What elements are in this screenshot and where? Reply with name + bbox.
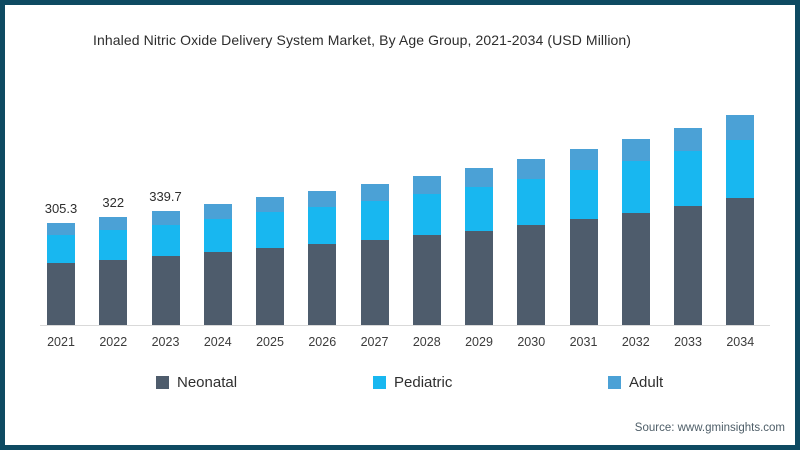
x-axis-label-2021: 2021 [47,335,75,349]
x-axis-label-2032: 2032 [621,335,650,349]
bar-2028 [412,176,441,325]
bar-segment-2025-adult [256,197,284,213]
bar-segment-2023-pediatric [151,224,180,257]
bar-segment-2022-adult [99,217,128,230]
bar-segment-2022-neonatal [99,260,128,325]
bar-segment-2027-pediatric [360,200,389,240]
bar-value-label-2022: 322 [102,195,125,211]
bar-segment-2027-neonatal [360,240,389,325]
x-axis-label-2033: 2033 [674,335,702,349]
x-axis-label-2034: 2034 [726,335,755,349]
bar-segment-2030-pediatric [517,179,546,226]
bar-segment-2031-pediatric [569,170,598,220]
bar-segment-2032-adult [621,138,650,161]
bar-2021 [47,222,75,325]
bar-2030 [517,159,546,325]
bar-segment-2026-adult [308,190,337,207]
bar-2031 [569,149,598,325]
bar-segment-2031-neonatal [569,219,598,325]
bar-segment-2028-adult [412,176,441,194]
x-axis-label-2029: 2029 [465,335,493,349]
bar-segment-2028-pediatric [412,193,441,236]
source-attribution: Source: www.gminsights.com [634,422,785,434]
bar-segment-2031-adult [569,149,598,171]
bar-segment-2025-neonatal [256,248,284,325]
bar-segment-2033-adult [674,127,702,152]
legend-swatch-adult [608,376,621,389]
bar-segment-2023-adult [151,211,180,225]
bar-segment-2028-neonatal [412,235,441,325]
bar-segment-2033-neonatal [674,206,702,325]
x-axis-line [40,325,770,326]
bar-segment-2029-neonatal [465,230,493,325]
x-axis-label-2024: 2024 [203,335,232,349]
x-axis-label-2023: 2023 [151,335,180,349]
chart-title: Inhaled Nitric Oxide Delivery System Mar… [93,32,632,48]
bar-segment-2034-neonatal [726,198,755,325]
bar-segment-2023-neonatal [151,256,180,325]
bar-2027 [360,184,389,325]
legend-swatch-pediatric [373,376,386,389]
x-axis-label-2025: 2025 [256,335,284,349]
legend-item-neonatal: Neonatal [156,374,237,391]
bar-2022 [99,217,128,325]
x-axis-label-2030: 2030 [517,335,546,349]
bar-value-label-2023: 339.7 [149,189,182,205]
legend-item-adult: Adult [608,374,663,391]
bar-segment-2029-adult [465,168,493,187]
bar-2032 [621,138,650,325]
x-axis-label-2031: 2031 [569,335,598,349]
bar-value-label-2021: 305.3 [44,200,78,216]
bar-segment-2029-pediatric [465,186,493,231]
bar-segment-2024-neonatal [203,252,232,325]
bar-segment-2027-adult [360,184,389,201]
bar-segment-2034-adult [726,115,755,140]
bar-segment-2024-pediatric [203,218,232,253]
chart-legend: Neonatal Pediatric Adult [5,374,795,394]
legend-swatch-neonatal [156,376,169,389]
bar-segment-2030-neonatal [517,225,546,325]
bar-segment-2022-pediatric [99,230,128,260]
bar-segment-2033-pediatric [674,151,702,206]
bar-segment-2021-pediatric [47,234,75,264]
x-axis-label-2026: 2026 [308,335,337,349]
legend-item-pediatric: Pediatric [373,374,452,391]
bar-2023 [151,211,180,325]
bar-2026 [308,190,337,325]
bar-segment-2026-neonatal [308,244,337,325]
x-axis-label-2027: 2027 [360,335,389,349]
bar-2033 [674,127,702,325]
bar-segment-2030-adult [517,159,546,180]
bar-segment-2021-neonatal [47,263,75,325]
legend-label-pediatric: Pediatric [394,374,453,391]
bar-2025 [256,197,284,325]
bar-segment-2026-pediatric [308,206,337,244]
legend-label-adult: Adult [629,374,664,391]
bar-segment-2025-pediatric [256,212,284,248]
legend-label-neonatal: Neonatal [177,374,238,391]
bar-segment-2021-adult [47,222,75,235]
bar-segment-2032-pediatric [621,160,650,213]
plot-area: 305.3 2021 322 2022 339.7 2023 2024 2025 2026 202… [5,5,795,445]
bar-segment-2032-neonatal [621,212,650,325]
bar-2024 [203,204,232,325]
x-axis-label-2022: 2022 [99,335,128,349]
x-axis-label-2028: 2028 [412,335,441,349]
bar-segment-2024-adult [203,204,232,219]
bar-segment-2034-pediatric [726,139,755,199]
bar-2029 [465,168,493,325]
bar-2034 [726,115,755,325]
